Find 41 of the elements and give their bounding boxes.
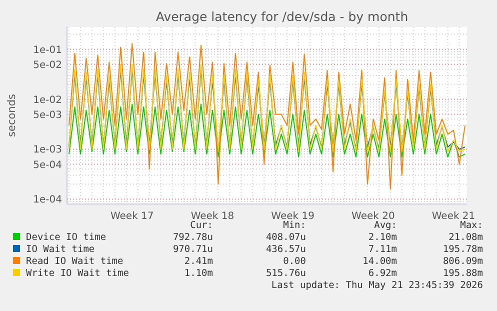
text: 1.10m	[184, 268, 214, 279]
legend-label: Read IO Wait time	[26, 256, 124, 267]
chart-title: Average latency for /dev/sda - by month	[156, 9, 408, 24]
text: 806.09m	[442, 256, 484, 267]
y-tick-label: 1e-01	[33, 44, 62, 56]
legend-label: Write IO Wait time	[26, 268, 130, 279]
y-tick-label: 5e-03	[33, 110, 62, 121]
x-tick-label: Week 18	[190, 211, 234, 222]
text: 21.08m	[448, 232, 484, 243]
legend-label: Device IO time	[26, 232, 106, 243]
text: 970.71u	[172, 244, 213, 255]
text: 2.41m	[184, 256, 214, 267]
text: 0.00	[283, 256, 306, 267]
text: 7.11m	[368, 244, 398, 255]
text: 515.76u	[266, 268, 306, 279]
legend-label: IO Wait time	[26, 244, 95, 255]
y-tick-label: 5e-04	[33, 160, 62, 171]
text: Min:	[283, 220, 306, 231]
text: Avg:	[374, 220, 397, 231]
text: 14.00m	[362, 256, 398, 267]
y-axis-title: seconds	[6, 94, 18, 137]
x-tick-label: Week 17	[110, 211, 154, 222]
text: 436.57u	[266, 244, 306, 255]
x-tick-label: Week 19	[271, 211, 314, 222]
text: 408.07u	[266, 232, 306, 243]
text: 6.92m	[368, 268, 398, 279]
x-tick-label: Week 21	[432, 211, 476, 222]
x-tick-label: Week 20	[352, 211, 395, 222]
y-tick-label: 1e-04	[33, 194, 62, 206]
text: 195.78m	[442, 244, 484, 255]
text: 195.88m	[442, 268, 484, 279]
line-series	[68, 104, 466, 158]
line-series	[68, 43, 466, 190]
text: 792.78u	[172, 232, 213, 243]
y-tick-label: 5e-02	[33, 60, 62, 71]
y-tick-label: 1e-03	[33, 144, 62, 156]
y-tick-label: 1e-02	[33, 94, 62, 106]
text: Last update: Thu May 21 23:45:39 2026	[271, 280, 484, 291]
text: Cur:	[190, 220, 213, 231]
text: 2.10m	[368, 232, 398, 243]
text: Max:	[460, 220, 483, 231]
